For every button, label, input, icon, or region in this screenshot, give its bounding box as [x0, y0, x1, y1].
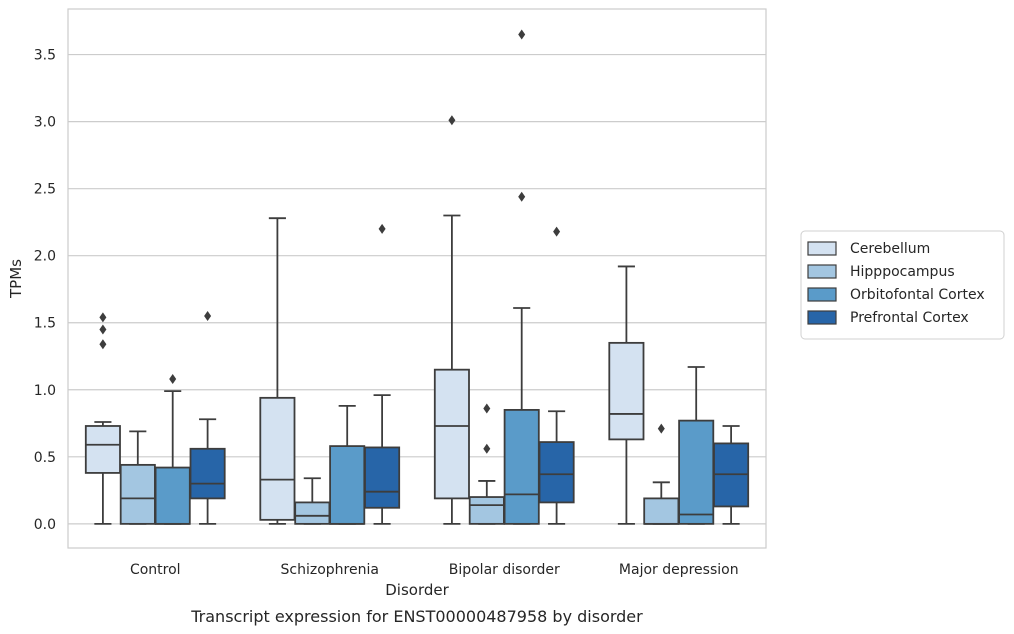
outlier-point	[169, 374, 177, 385]
outlier-point	[378, 223, 386, 234]
box-group	[503, 29, 540, 525]
box	[433, 368, 470, 500]
box	[678, 419, 715, 525]
box-group	[364, 223, 401, 525]
box	[643, 497, 680, 525]
y-axis-title: TPMs	[7, 259, 25, 299]
box	[608, 341, 645, 441]
x-tick-label: Schizophrenia	[281, 562, 379, 578]
box-group	[189, 311, 226, 525]
box-group	[678, 366, 715, 525]
outlier-point	[553, 226, 561, 237]
outlier-point	[99, 339, 107, 350]
box	[294, 501, 331, 525]
box-group	[468, 403, 505, 525]
y-tick-label: 1.0	[34, 383, 56, 399]
plot-area	[84, 29, 750, 525]
series-orbitofontal-cortex	[154, 29, 715, 525]
box-group	[713, 425, 750, 525]
y-tick-label: 0.0	[34, 517, 56, 533]
series-hipppocampus	[119, 403, 680, 525]
box-group	[84, 312, 121, 525]
outlier-point	[99, 324, 107, 335]
legend-swatch	[807, 264, 837, 279]
outlier-point	[518, 191, 526, 202]
box-group	[259, 217, 296, 525]
plot-frame	[67, 8, 767, 549]
series-cerebellum	[84, 115, 645, 525]
legend-swatch	[807, 287, 837, 302]
y-tick-label: 3.0	[34, 115, 56, 131]
box	[503, 408, 540, 525]
box-group	[329, 404, 366, 525]
y-tick-label: 2.5	[34, 182, 56, 198]
box-group	[643, 423, 680, 525]
outlier-point	[99, 312, 107, 323]
outlier-point	[518, 29, 526, 40]
box	[364, 446, 401, 509]
outlier-point	[204, 311, 212, 322]
box-group	[294, 477, 331, 525]
legend-label: Prefrontal Cortex	[850, 310, 969, 326]
y-tick-label: 0.5	[34, 450, 56, 466]
box-group	[154, 374, 191, 525]
box	[468, 496, 505, 525]
box-group	[119, 430, 156, 525]
box-group	[608, 265, 645, 525]
y-tick-label: 1.5	[34, 316, 56, 332]
x-tick-label: Control	[130, 562, 181, 578]
legend-label: Hipppocampus	[850, 264, 955, 280]
grid-lines	[68, 53, 766, 525]
x-tick-label: Major depression	[619, 562, 739, 578]
legend-label: Cerebellum	[850, 241, 930, 257]
box	[154, 466, 191, 525]
x-axis-ticks: Control Schizophrenia Bipolar disorder Majo…	[130, 562, 739, 578]
legend-frame	[800, 230, 1005, 340]
box	[259, 396, 296, 521]
legend-swatch	[807, 241, 837, 256]
box	[84, 425, 121, 474]
box	[189, 447, 226, 500]
y-tick-label: 3.5	[34, 48, 56, 64]
legend: Cerebellum Hipppocampus Orbitofontal Corte…	[800, 230, 1005, 340]
outlier-point	[483, 403, 491, 414]
chart-caption: Transcript expression for ENST0000048795…	[190, 607, 643, 626]
box	[329, 445, 366, 525]
series-prefrontal-cortex	[189, 223, 750, 525]
legend-swatch	[807, 310, 837, 325]
x-tick-label: Bipolar disorder	[449, 562, 560, 578]
box	[119, 463, 156, 525]
x-axis-title: Disorder	[385, 581, 449, 599]
y-axis-ticks: 0.0 0.5 1.0 1.5 2.0 2.5 3.0 3.5	[34, 48, 56, 533]
box-group	[538, 226, 575, 525]
outlier-point	[657, 423, 665, 434]
outlier-point	[483, 443, 491, 454]
outlier-point	[448, 115, 456, 126]
box	[538, 441, 575, 504]
legend-label: Orbitofontal Cortex	[850, 287, 985, 303]
box-group	[433, 115, 470, 525]
y-tick-label: 2.0	[34, 249, 56, 265]
